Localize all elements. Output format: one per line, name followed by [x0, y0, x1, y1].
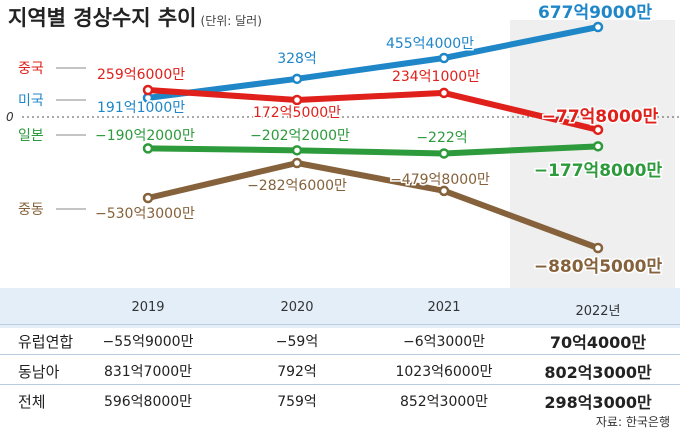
series-line: [145, 160, 601, 251]
data-label: 677억9000만: [538, 3, 652, 23]
table-cell: 596억8000만: [103, 394, 193, 410]
table-cell: −55억9000만: [102, 334, 194, 350]
unit-label: (단위: 달러): [200, 14, 262, 28]
data-point: [438, 52, 450, 64]
chart-title: 지역별 경상수지 추이 (단위: 달러): [8, 2, 262, 32]
table-cell: 759억: [277, 394, 317, 410]
data-label: −177억8000만: [534, 161, 663, 181]
data-label: −282억6000만: [247, 178, 347, 194]
data-label: 259억6000만: [97, 67, 185, 83]
table-row: 유럽연합 −55억9000만 −59억 −6억3000만 70억4000만: [0, 324, 680, 355]
zero-label: 0: [6, 110, 14, 124]
data-point: [142, 84, 154, 96]
data-point: [291, 157, 303, 169]
data-point: [291, 94, 303, 106]
table-cell: −59억: [275, 334, 319, 350]
data-label: −880억5000만: [534, 257, 663, 277]
data-label: −202억2000만: [250, 128, 350, 144]
data-point: [438, 87, 450, 99]
table-cell: 1023억6000만: [395, 364, 493, 380]
series-line: [145, 143, 601, 157]
table-cell: −6억3000만: [402, 334, 486, 350]
source-note: 자료: 한국은행: [595, 415, 670, 429]
row-label: 전체: [18, 393, 46, 411]
data-label: −222억: [416, 130, 467, 146]
data-point: [291, 145, 303, 156]
data-point: [142, 192, 154, 204]
table-cell: 802억3000만: [544, 363, 652, 382]
series-line: [145, 24, 601, 101]
table-cell: 792억: [277, 364, 317, 380]
data-label: 328억: [277, 51, 317, 67]
data-label: 172억5000만: [253, 105, 341, 121]
data-point: [438, 185, 450, 197]
table-cell: 298억3000만: [544, 393, 652, 412]
table-cell: 70억4000만: [549, 333, 647, 352]
table-row: 동남아 831억7000만 792억 1023억6000만 802억3000만: [0, 354, 680, 385]
column-header-2019: 2019: [131, 300, 165, 315]
row-label: 동남아: [18, 363, 60, 381]
row-label: 유럽연합: [18, 333, 74, 351]
data-label: 191억1000만: [97, 100, 185, 116]
data-point: [592, 242, 604, 254]
column-header-2020: 2020: [280, 300, 314, 315]
data-point: [142, 143, 154, 154]
data-label: −77억8000만: [542, 107, 659, 127]
series-label: 일본: [18, 128, 44, 144]
data-point: [592, 141, 604, 152]
series-label: 중동: [18, 202, 44, 218]
column-header-2021: 2021: [427, 300, 461, 315]
data-point: [291, 73, 303, 85]
table-header: 2019 2020 2021 2022년: [0, 288, 680, 328]
table-row: 전체 596억8000만 759억 852억3000만 298억3000만: [0, 384, 680, 415]
column-header-2022: 2022년: [575, 304, 621, 319]
series-label: 중국: [18, 61, 44, 77]
data-point: [438, 148, 450, 159]
table-cell: 852억3000만: [399, 394, 489, 410]
data-label: 455억4000만: [386, 36, 474, 52]
data-point: [592, 21, 604, 33]
data-label: −190억2000만: [95, 128, 195, 144]
data-label: −530억3000만: [95, 206, 195, 222]
title-text: 지역별 경상수지 추이: [8, 6, 197, 30]
data-label: 234억1000만: [392, 69, 480, 85]
data-point: [592, 124, 604, 136]
series-label: 미국: [18, 93, 44, 109]
data-label: −479억8000만: [390, 172, 490, 188]
series-line: [145, 87, 601, 133]
table-cell: 831억7000만: [103, 364, 193, 380]
